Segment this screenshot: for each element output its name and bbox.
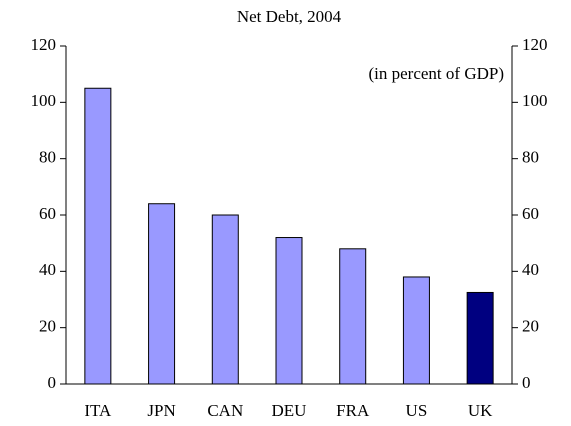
chart-title: Net Debt, 2004: [237, 7, 342, 26]
y2-tick-label: 120: [522, 35, 548, 54]
annotation: (in percent of GDP): [369, 64, 505, 83]
bar: [275, 237, 303, 385]
bar: [339, 248, 367, 385]
y-tick-label: 120: [31, 35, 57, 54]
y2-tick-label: 100: [522, 91, 548, 110]
y-tick-label: 0: [48, 373, 57, 392]
y2-tick-label: 80: [522, 148, 539, 167]
x-tick-label: FRA: [336, 401, 370, 420]
bar: [466, 291, 494, 385]
x-tick-label: CAN: [207, 401, 243, 420]
bar: [211, 214, 239, 385]
y2-tick-label: 20: [522, 317, 539, 336]
y2-tick-label: 0: [522, 373, 531, 392]
x-tick-label: JPN: [147, 401, 175, 420]
y-tick-label: 60: [39, 204, 56, 223]
y-tick-label: 80: [39, 148, 56, 167]
bar: [402, 276, 430, 385]
y2-tick-label: 40: [522, 260, 539, 279]
y2-tick-label: 60: [522, 204, 539, 223]
x-tick-label: DEU: [272, 401, 307, 420]
bar: [148, 203, 176, 385]
bar: [84, 87, 112, 385]
y-tick-label: 40: [39, 260, 56, 279]
x-tick-label: UK: [468, 401, 493, 420]
y-tick-label: 100: [31, 91, 57, 110]
x-tick-label: US: [406, 401, 428, 420]
y-tick-label: 20: [39, 317, 56, 336]
x-tick-label: ITA: [84, 401, 112, 420]
